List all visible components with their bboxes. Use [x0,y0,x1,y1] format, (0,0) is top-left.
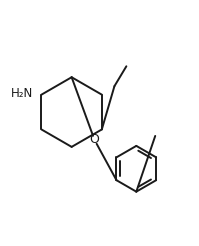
Text: H₂N: H₂N [11,87,33,100]
Text: O: O [90,133,100,146]
